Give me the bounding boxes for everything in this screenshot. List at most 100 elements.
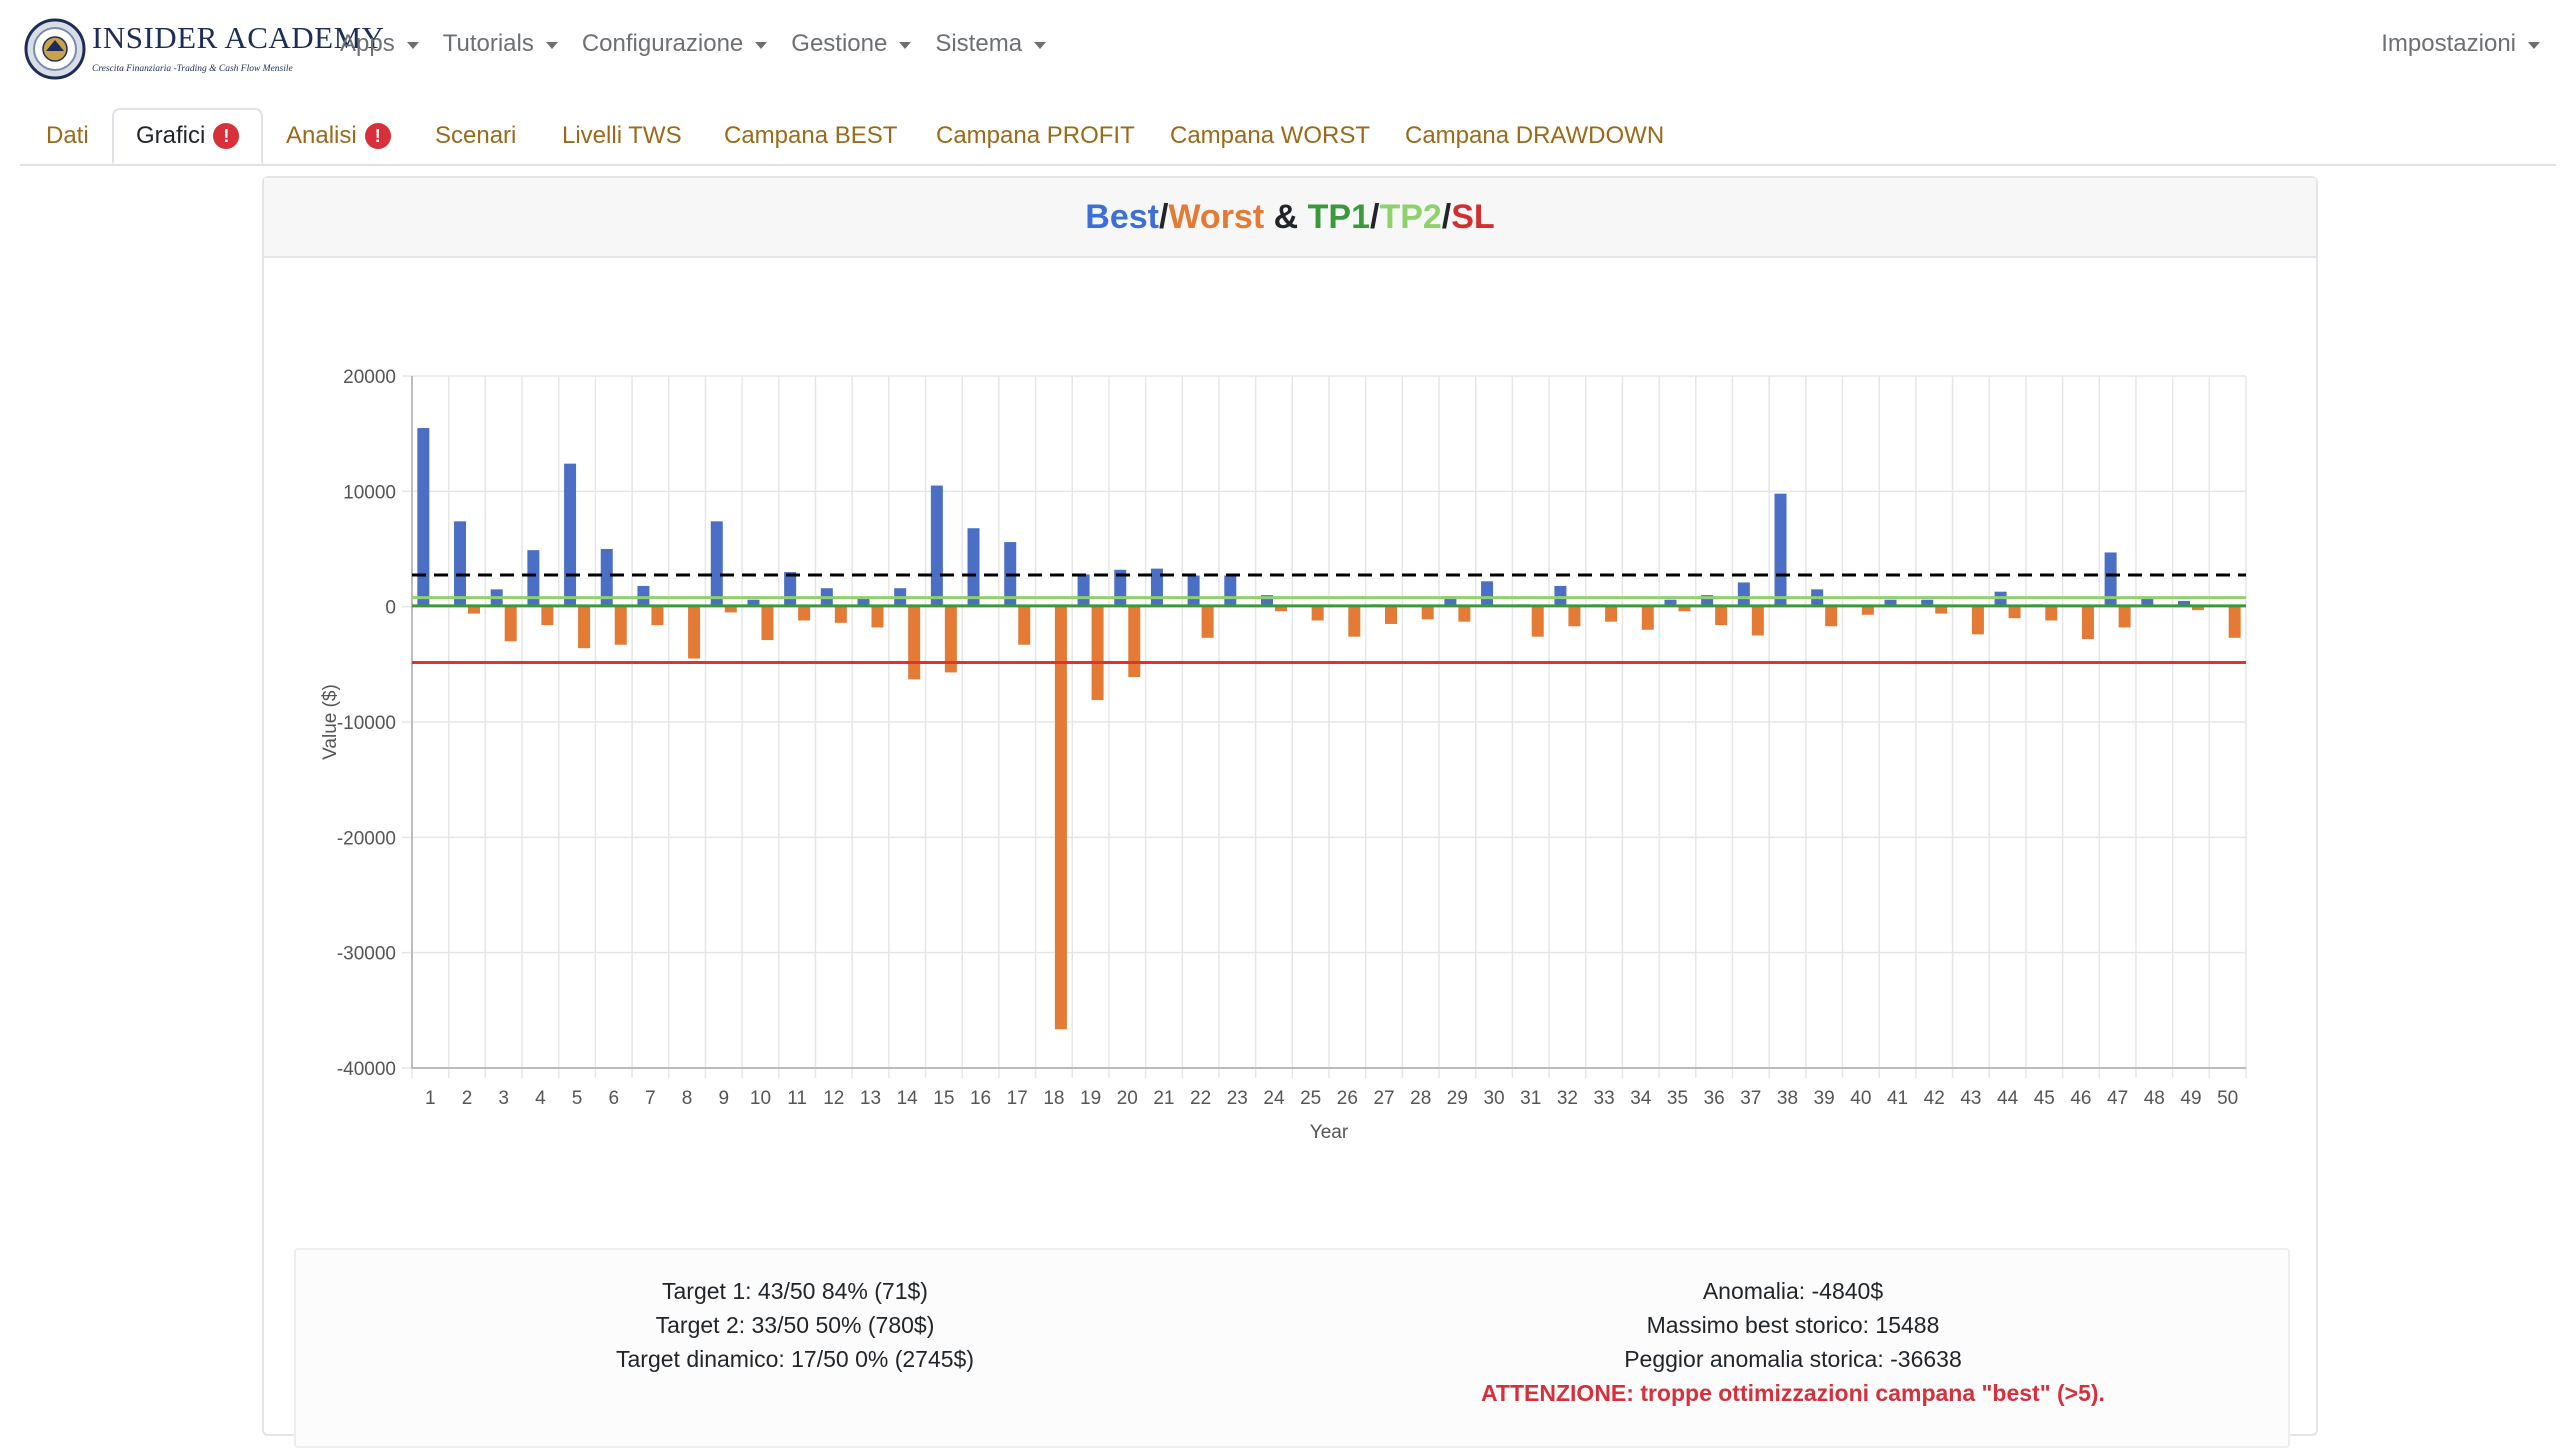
tab-grafici[interactable]: Grafici! — [112, 108, 264, 164]
menu-sistema[interactable]: Sistema — [935, 30, 1047, 58]
bar-worst — [2008, 606, 2021, 619]
x-tick-label: 40 — [1850, 1088, 1871, 1109]
title-and: & — [1264, 197, 1308, 236]
x-tick-label: 41 — [1887, 1088, 1908, 1109]
main-menu: Apps Tutorials Configurazione Gestione S… — [340, 30, 1070, 58]
title-tp2: TP2 — [1379, 197, 1442, 236]
title-best: Best — [1085, 197, 1159, 236]
bar-best — [1664, 599, 1677, 607]
chevron-down-icon — [2528, 41, 2540, 49]
x-tick-label: 6 — [608, 1088, 619, 1109]
bar-worst — [1018, 606, 1031, 645]
x-tick-label: 23 — [1227, 1088, 1248, 1109]
y-axis-label: Value ($) — [320, 684, 341, 760]
x-tick-label: 33 — [1594, 1088, 1615, 1109]
y-tick-label: -40000 — [337, 1059, 396, 1080]
x-tick-label: 30 — [1483, 1088, 1504, 1109]
bar-best — [600, 549, 613, 607]
alert-badge: ! — [364, 123, 391, 149]
x-tick-label: 29 — [1447, 1088, 1468, 1109]
tab-livelli-tws[interactable]: Livelli TWS — [562, 122, 682, 149]
brand-tagline: Crescita Finanziaria -Trading & Cash Flo… — [92, 64, 293, 74]
x-tick-label: 47 — [2107, 1088, 2128, 1109]
bar-worst — [871, 606, 884, 628]
x-tick-label: 50 — [2217, 1088, 2238, 1109]
brand-name: INSIDER ACADEMY — [92, 20, 385, 55]
x-tick-label: 49 — [2180, 1088, 2201, 1109]
bar-best — [2141, 597, 2154, 607]
academy-seal-icon — [24, 18, 86, 80]
tab-campana-profit[interactable]: Campana PROFIT — [936, 122, 1135, 149]
bar-worst — [1825, 606, 1838, 627]
x-tick-label: 22 — [1190, 1088, 1211, 1109]
menu-gestione[interactable]: Gestione — [791, 30, 912, 58]
x-tick-label: 31 — [1520, 1088, 1541, 1109]
tab-dati[interactable]: Dati — [46, 122, 89, 149]
tab-campana-worst[interactable]: Campana WORST — [1170, 122, 1371, 149]
bar-chart: 20000 10000 0 -10000 -20000 -30000 -40000 1 2 3 4 5… — [294, 274, 2294, 1234]
stat-anomalia: Anomalia: -4840$ — [1702, 1278, 1884, 1304]
menu-tutorials[interactable]: Tutorials — [443, 30, 558, 58]
bar-worst — [688, 606, 701, 659]
tab-campana-best[interactable]: Campana BEST — [724, 122, 898, 149]
y-tick-label: -10000 — [337, 713, 396, 734]
bar-worst — [1348, 606, 1361, 637]
bar-worst — [2045, 606, 2058, 621]
bar-worst — [761, 606, 774, 641]
title-sep-1: / — [1159, 197, 1169, 236]
bar-best — [564, 463, 577, 607]
bar-best — [784, 572, 797, 607]
x-tick-label: 27 — [1373, 1088, 1394, 1109]
bar-worst — [1385, 606, 1398, 624]
bar-worst — [1678, 606, 1691, 612]
bar-worst — [1641, 606, 1654, 630]
stat-target-1: Target 1: 43/50 84% (71$) — [662, 1278, 928, 1304]
x-tick-label: 15 — [933, 1088, 954, 1109]
tab-campana-drawdown[interactable]: Campana DRAWDOWN — [1405, 122, 1665, 149]
x-tick-label: 28 — [1410, 1088, 1431, 1109]
bar-best — [1077, 574, 1090, 607]
bar-best — [930, 485, 943, 607]
bar-worst — [541, 606, 554, 626]
x-tick-label: 35 — [1667, 1088, 1688, 1109]
bar-best — [967, 528, 980, 607]
bar-best — [527, 550, 540, 607]
menu-impostazioni[interactable]: Impostazioni — [2381, 30, 2540, 58]
x-tick-label: 5 — [572, 1088, 583, 1109]
bar-worst — [798, 606, 811, 621]
bar-worst — [1201, 606, 1214, 638]
x-tick-label: 19 — [1080, 1088, 1101, 1109]
bar-worst — [1861, 606, 1874, 615]
bar-worst — [1935, 606, 1948, 614]
bar-best — [857, 597, 870, 607]
chart-card: Best / Worst & TP1/TP2/SL 20000 10000 0 -1000… — [262, 176, 2318, 1448]
bar-worst — [1458, 606, 1471, 622]
bar-best — [1921, 599, 1934, 607]
bar-worst — [2118, 606, 2131, 628]
bar-worst — [1751, 606, 1764, 636]
bar-worst — [1311, 606, 1324, 621]
bar-worst — [1421, 606, 1434, 620]
menu-configurazione[interactable]: Configurazione — [582, 30, 768, 58]
title-tp1: TP1 — [1307, 197, 1370, 236]
x-tick-label: 26 — [1337, 1088, 1358, 1109]
brand-logo[interactable]: INSIDER ACADEMY Crescita Finanziaria -Tr… — [24, 16, 384, 86]
bar-best — [1260, 595, 1273, 607]
x-tick-label: 8 — [682, 1088, 693, 1109]
x-tick-label: 48 — [2144, 1088, 2165, 1109]
tab-scenari[interactable]: Scenari — [435, 122, 517, 149]
bar-worst — [908, 606, 921, 680]
top-navbar: INSIDER ACADEMY Crescita Finanziaria -Tr… — [0, 0, 2560, 104]
bar-worst — [468, 606, 481, 614]
tab-analisi[interactable]: Analisi! — [286, 108, 391, 164]
x-tick-label: 9 — [718, 1088, 729, 1109]
bar-worst — [578, 606, 591, 649]
bar-best — [1444, 596, 1457, 607]
menu-apps[interactable]: Apps — [340, 30, 419, 58]
x-tick-label: 10 — [750, 1088, 771, 1109]
bar-worst — [2081, 606, 2094, 639]
bar-best — [1224, 575, 1237, 607]
stat-massimo-best: Massimo best storico: 15488 — [1646, 1312, 1940, 1338]
chevron-down-icon — [545, 41, 558, 49]
